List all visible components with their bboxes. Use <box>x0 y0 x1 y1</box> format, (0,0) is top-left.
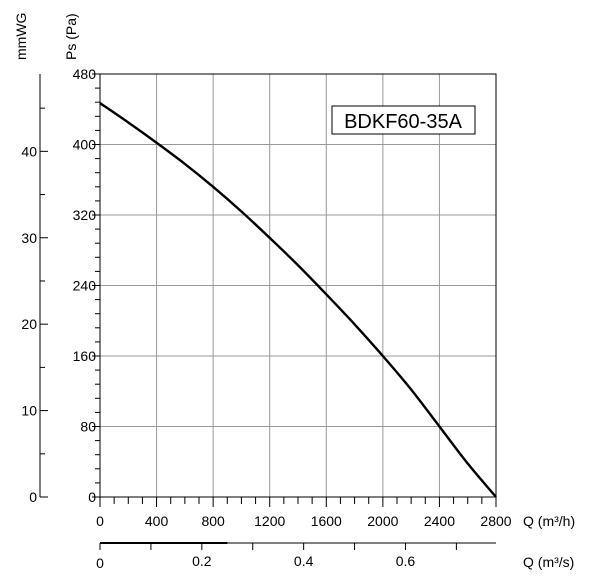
series-line-pressure-curve <box>99 102 497 498</box>
secondary-y-tick-label: 20 <box>21 316 37 332</box>
x-tick-label: 0 <box>96 513 104 529</box>
x-tick-label: 2400 <box>424 513 455 529</box>
tick-labels: 0 80 160 240 320 400 480 0 400 800 1200 1600 2000 240… <box>73 66 512 529</box>
x-tick-label: 800 <box>201 513 225 529</box>
secondary-y-axis-label: mmWG <box>13 13 29 60</box>
grid-lines <box>99 73 497 498</box>
y-axis-label: Ps (Pa) <box>63 13 79 60</box>
y-tick-label: 80 <box>80 419 96 435</box>
x-tick-label: 2800 <box>480 513 511 529</box>
secondary-x-tick-label: 0.4 <box>294 553 314 569</box>
secondary-x-tick-label: 0.2 <box>192 553 212 569</box>
chart-title: BDKF60-35A <box>344 111 462 133</box>
x-axis-label: Q (m³/h) <box>523 513 575 529</box>
x-tick-label: 2000 <box>367 513 398 529</box>
secondary-x-axis-label: Q (m³/s) <box>523 554 574 570</box>
model-label-frame <box>331 105 476 135</box>
y-tick-label: 320 <box>73 207 97 223</box>
secondary-y-tick-label: 30 <box>21 230 37 246</box>
x-tick-label: 1200 <box>254 513 285 529</box>
y-tick-label: 0 <box>88 489 96 505</box>
x-tick-label: 1600 <box>311 513 342 529</box>
secondary-y-tick-label: 40 <box>21 143 37 159</box>
secondary-y-tick-label: 0 <box>29 489 37 505</box>
y-tick-label: 160 <box>73 348 97 364</box>
secondary-y-tick-label: 10 <box>21 403 37 419</box>
secondary-x-tick-label: 0 <box>96 555 104 571</box>
model-label-box: BDKF60-35A <box>331 105 476 135</box>
y-tick-label: 480 <box>73 66 97 82</box>
y-tick-label: 400 <box>73 137 97 153</box>
axis-ticks <box>92 73 497 507</box>
secondary-x-tick-label: 0.6 <box>396 553 416 569</box>
x-tick-label: 400 <box>145 513 169 529</box>
y-tick-label: 240 <box>73 278 97 294</box>
